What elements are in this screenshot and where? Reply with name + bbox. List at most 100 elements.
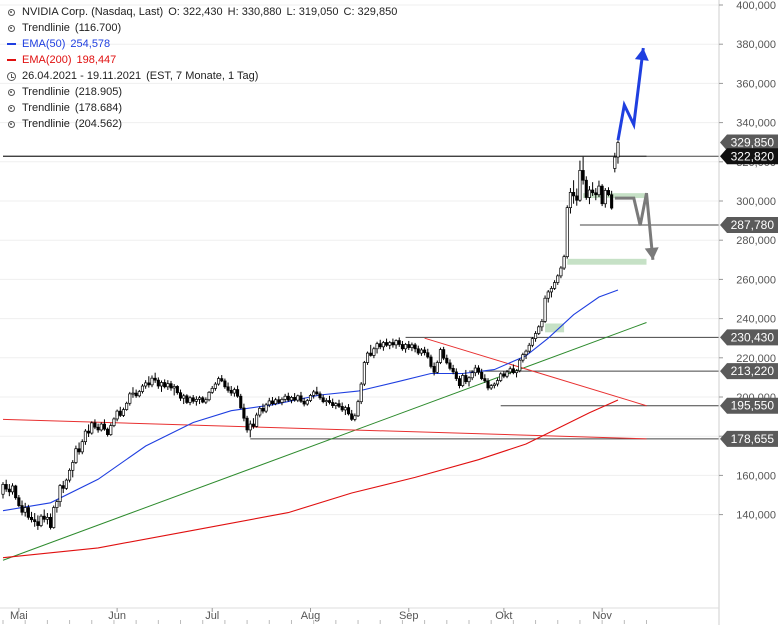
candle-body <box>397 340 401 345</box>
candle <box>312 389 316 399</box>
zones-layer <box>545 193 647 333</box>
candle <box>153 372 157 383</box>
candle <box>236 385 240 398</box>
candle-body <box>106 428 110 435</box>
candle <box>480 368 484 381</box>
candle-body <box>457 378 462 386</box>
candle-body <box>553 282 557 289</box>
x-tick-label: Aug <box>301 610 321 622</box>
candle <box>407 340 411 350</box>
candle-body <box>597 185 601 196</box>
ema50-line-icon <box>4 43 18 45</box>
candle <box>410 342 414 352</box>
candle-body <box>1 484 5 495</box>
candle-body <box>534 333 538 339</box>
legend-row-trendline-1[interactable]: Trendlinie (116.700) <box>4 20 397 36</box>
candle <box>299 391 303 403</box>
candle <box>492 382 496 389</box>
candle <box>470 370 474 381</box>
breakout-zone <box>545 323 565 333</box>
candle <box>289 395 294 404</box>
candle-body <box>264 404 268 412</box>
candle-body <box>587 189 592 198</box>
price-tag: 195,550 <box>720 397 778 414</box>
candle <box>419 348 423 356</box>
legend-row-trendline-3[interactable]: Trendlinie (178.684) <box>4 100 397 116</box>
legend-row-ema200[interactable]: EMA(200) 198,447 <box>4 52 397 68</box>
candle-body <box>350 413 354 420</box>
candle <box>71 460 75 478</box>
candle <box>337 399 341 408</box>
candle-body <box>559 267 563 277</box>
candle-body <box>495 380 500 385</box>
price-tag-box <box>720 148 778 165</box>
candle-body <box>385 342 389 346</box>
candle-body <box>55 501 59 508</box>
x-tick-label: Jul <box>205 610 219 622</box>
candle <box>442 346 446 361</box>
candle-body <box>10 485 15 493</box>
candle-body <box>299 395 303 402</box>
trendline <box>2 418 647 440</box>
candle <box>115 409 119 422</box>
candle-body <box>178 392 183 399</box>
candle-body <box>369 352 373 356</box>
candle-body <box>163 382 167 388</box>
candle-body <box>248 423 252 431</box>
candle-body <box>90 422 94 434</box>
candle <box>188 395 192 406</box>
candle-body <box>87 430 91 434</box>
x-tick-label: Okt <box>495 610 512 622</box>
candle-body <box>454 371 458 379</box>
legend-row-trendline-4[interactable]: Trendlinie (204.562) <box>4 116 397 132</box>
candle <box>52 505 56 529</box>
candle-body <box>58 485 62 503</box>
candle-body <box>473 367 477 374</box>
candle-body <box>217 378 221 385</box>
candle <box>87 424 91 437</box>
candle <box>207 391 211 402</box>
candle-body <box>147 382 151 386</box>
candle <box>102 419 106 431</box>
candle <box>350 409 354 421</box>
candle <box>185 394 189 405</box>
y-tick-label: 380,000 <box>736 39 776 51</box>
legend-row-trendline-2[interactable]: Trendlinie (218.905) <box>4 84 397 100</box>
candle <box>483 374 487 383</box>
y-tick-label: 220,000 <box>736 353 776 365</box>
candle <box>435 360 439 374</box>
candle-body <box>423 349 427 354</box>
candle <box>565 205 569 259</box>
legend-value: 254,578 <box>70 38 111 50</box>
candle <box>308 393 313 403</box>
candle-body <box>331 402 335 406</box>
candle <box>559 266 563 279</box>
price-tag: 213,220 <box>720 363 778 380</box>
candle <box>451 364 455 375</box>
legend-row-ema50[interactable]: EMA(50) 254,578 <box>4 36 397 52</box>
candle <box>568 188 572 214</box>
candle <box>473 364 477 377</box>
candle <box>220 375 224 383</box>
candle-body <box>324 400 328 403</box>
chart-settings-icon[interactable] <box>4 8 18 16</box>
candle-body <box>102 423 106 430</box>
candle-body <box>556 275 560 283</box>
candle-body <box>305 400 309 405</box>
candle-body <box>438 349 443 363</box>
candle-body <box>23 507 27 513</box>
candle <box>83 429 87 445</box>
candle-body <box>321 397 325 403</box>
candle <box>242 403 246 422</box>
candle <box>48 513 53 530</box>
y-tick-label: 400,000 <box>736 0 776 12</box>
candle <box>93 419 97 430</box>
candle <box>591 182 595 196</box>
resistance-zone <box>583 193 647 199</box>
candle-body <box>410 344 414 348</box>
candle-body <box>483 378 487 382</box>
candle-body <box>613 156 617 169</box>
candle <box>204 397 208 405</box>
candle-body <box>432 366 436 373</box>
